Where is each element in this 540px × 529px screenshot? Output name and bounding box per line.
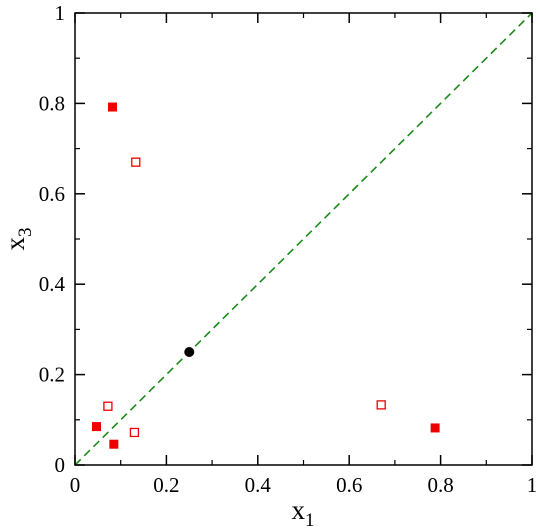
y-axis-label-subscript: 3 bbox=[15, 228, 36, 238]
x-tick-label: 0.8 bbox=[427, 473, 453, 497]
y-tick-label: 0.6 bbox=[39, 182, 65, 206]
y-axis-label-main: x bbox=[0, 237, 30, 251]
x-axis: 0 0.2 0.4 0.6 0.8 1 bbox=[70, 13, 538, 497]
x-tick-label: 0 bbox=[70, 473, 81, 497]
y-tick-label: 0 bbox=[55, 453, 66, 477]
y-tick-label: 0.2 bbox=[39, 363, 65, 387]
x-axis-label-main: x bbox=[292, 495, 306, 525]
filled-square-point bbox=[107, 102, 117, 112]
filled-square-point bbox=[91, 422, 101, 432]
y-tick-label: 1 bbox=[55, 1, 66, 25]
x-axis-label: x1 bbox=[292, 495, 315, 529]
filled-circle-point bbox=[184, 347, 195, 357]
x-tick-label: 0.2 bbox=[153, 473, 179, 497]
x-axis-label-subscript: 1 bbox=[305, 510, 315, 529]
x-tick-label: 0.6 bbox=[336, 473, 362, 497]
diagonal-reference-line bbox=[74, 12, 533, 466]
x-tick-label: 0.4 bbox=[245, 473, 272, 497]
open-square-point bbox=[131, 157, 141, 167]
data-points bbox=[91, 102, 440, 449]
y-tick-label: 0.4 bbox=[39, 272, 66, 296]
filled-square-point bbox=[109, 439, 119, 449]
open-square-point bbox=[103, 401, 113, 411]
y-axis-label: x3 bbox=[0, 228, 36, 251]
filled-square-point bbox=[430, 423, 440, 433]
open-square-point bbox=[129, 427, 140, 438]
open-square-point bbox=[376, 400, 386, 410]
y-axis: 0 0.2 0.4 0.6 0.8 1 bbox=[39, 1, 532, 477]
y-tick-label: 0.8 bbox=[39, 91, 65, 115]
x-tick-label: 1 bbox=[527, 473, 538, 497]
